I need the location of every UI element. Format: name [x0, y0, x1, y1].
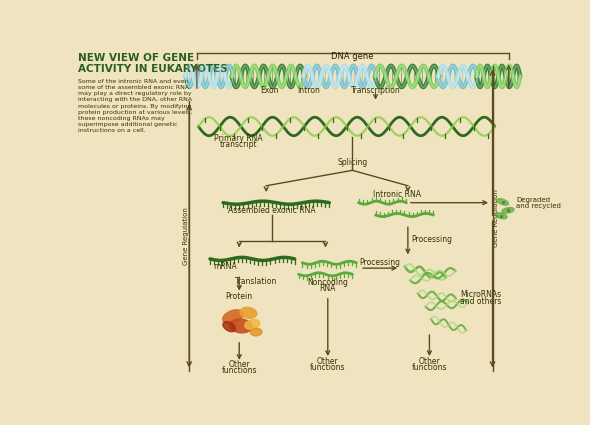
- Ellipse shape: [250, 328, 262, 336]
- Text: and recycled: and recycled: [516, 203, 561, 209]
- Text: NEW VIEW OF GENE
ACTIVITY IN EUKARYOTES: NEW VIEW OF GENE ACTIVITY IN EUKARYOTES: [77, 53, 227, 74]
- Text: Exon: Exon: [260, 85, 278, 95]
- Point: [498, 198, 507, 205]
- Ellipse shape: [245, 320, 260, 329]
- Text: Processing: Processing: [411, 235, 452, 244]
- Text: mRNA: mRNA: [214, 262, 237, 271]
- Text: Intron: Intron: [297, 85, 320, 95]
- Text: Other: Other: [228, 360, 250, 369]
- Text: Gene Regulation: Gene Regulation: [183, 207, 189, 265]
- Text: functions: functions: [310, 363, 346, 372]
- Ellipse shape: [223, 322, 235, 332]
- Point: [503, 207, 513, 214]
- Ellipse shape: [240, 307, 257, 318]
- Text: MicroRNAs: MicroRNAs: [460, 290, 501, 299]
- Text: Primary RNA: Primary RNA: [214, 134, 263, 143]
- Ellipse shape: [502, 207, 514, 213]
- Text: RNA: RNA: [320, 284, 336, 293]
- Text: Transcription: Transcription: [350, 85, 401, 95]
- Text: transcript: transcript: [219, 140, 257, 149]
- Text: Other: Other: [317, 357, 339, 366]
- Ellipse shape: [497, 198, 509, 205]
- Text: Intronic RNA: Intronic RNA: [373, 190, 421, 199]
- Text: DNA gene: DNA gene: [331, 52, 373, 61]
- Text: Noncoding: Noncoding: [307, 278, 348, 287]
- Point: [496, 212, 506, 219]
- Text: Translation: Translation: [235, 277, 277, 286]
- Text: functions: functions: [221, 366, 257, 375]
- Text: Processing: Processing: [359, 258, 400, 267]
- Ellipse shape: [223, 310, 244, 323]
- Text: functions: functions: [412, 363, 447, 372]
- Text: and others: and others: [460, 297, 501, 306]
- Text: Assembled exonic RNA: Assembled exonic RNA: [228, 207, 316, 215]
- Text: Splicing: Splicing: [337, 158, 368, 167]
- Ellipse shape: [495, 213, 507, 219]
- Text: Some of the intronic RNA and even
some of the assembled exonic RNA
may play a di: Some of the intronic RNA and even some o…: [77, 79, 192, 133]
- Text: Protein: Protein: [225, 292, 253, 301]
- Ellipse shape: [230, 319, 253, 333]
- Text: Degraded: Degraded: [516, 197, 550, 203]
- Text: Gene Regulation: Gene Regulation: [493, 189, 499, 247]
- Text: Other: Other: [418, 357, 440, 366]
